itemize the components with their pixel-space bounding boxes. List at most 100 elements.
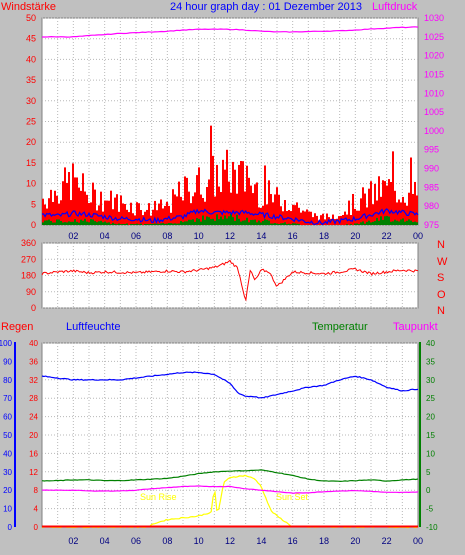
wind-bar <box>106 200 108 225</box>
regen-tick-label: 90 <box>3 357 12 366</box>
wind-min-bar <box>60 220 62 225</box>
taupunkt-series <box>42 485 419 494</box>
wind-min-bar <box>238 218 240 225</box>
wind-min-bar <box>258 220 260 225</box>
wind-min-bar <box>204 219 206 225</box>
wind-min-bar <box>76 221 78 225</box>
wind-min-bar <box>48 219 50 225</box>
wind-min-bar <box>218 219 220 225</box>
wind-bar <box>230 192 232 225</box>
regen-mm-tick-label: 40 <box>29 339 38 348</box>
wind-min-bar <box>404 221 406 225</box>
wind-avg-series <box>42 208 419 226</box>
wind-bar <box>228 181 230 225</box>
y-tick-label-right: 1030 <box>424 13 444 23</box>
wind-bar <box>152 209 154 225</box>
wind-min-bar <box>156 223 158 225</box>
wind-min-bar <box>350 224 352 225</box>
wind-bar <box>72 163 74 225</box>
wind-min-bar <box>396 220 398 225</box>
y-tick-label-right: 1005 <box>424 107 444 117</box>
x-tick-label: 00 <box>413 536 423 546</box>
wind-bar <box>326 213 328 225</box>
wind-min-bar <box>54 222 56 225</box>
wind-bar <box>190 203 192 225</box>
wind-bar <box>308 211 310 225</box>
wind-min-bar <box>148 224 150 225</box>
wind-min-bar <box>56 219 58 225</box>
temperatur-axis-bar <box>419 342 421 527</box>
wind-bar <box>294 205 296 225</box>
y-tick-label-right: 995 <box>424 145 439 155</box>
wind-min-bar <box>402 218 404 225</box>
regen-tick-label: 80 <box>3 376 12 385</box>
wind-bar <box>154 200 156 225</box>
wind-bar <box>264 165 266 225</box>
y-tick-label-right: 1010 <box>424 88 444 98</box>
wind-bar <box>64 167 66 225</box>
wind-bar <box>306 209 308 225</box>
y-tick-label-right: 980 <box>424 201 439 211</box>
wind-min-bar <box>100 220 102 225</box>
direction-grid <box>42 242 418 309</box>
wind-min-bar <box>172 223 174 225</box>
y-tick-label-left: 25 <box>26 117 36 127</box>
wind-min-bar <box>120 224 122 225</box>
wind-bar <box>362 187 364 225</box>
wind-min-bar <box>372 221 374 225</box>
wind-bar <box>206 187 208 225</box>
wind-min-bar <box>262 221 264 225</box>
wind-min-bar <box>130 224 132 225</box>
wind-min-bar <box>236 214 238 225</box>
y-tick-label: 90 <box>26 287 36 297</box>
wind-min-bar <box>62 222 64 225</box>
wind-min-bar <box>398 221 400 225</box>
wind-min-bar <box>400 219 402 225</box>
compass-label: S <box>437 272 444 284</box>
wind-min-bar <box>226 218 228 225</box>
wind-min-bar <box>192 219 194 225</box>
y-tick-label-right: 1020 <box>424 51 444 61</box>
wind-bar <box>226 149 228 225</box>
regen-mm-tick-label: 20 <box>29 431 38 440</box>
wind-min-bar <box>392 221 394 225</box>
wind-min-bar <box>250 219 252 225</box>
wind-min-bar <box>274 222 276 225</box>
wind-bar <box>144 211 146 225</box>
wind-bar <box>44 204 46 225</box>
x-tick-label: 16 <box>288 231 298 241</box>
wind-bar <box>158 203 160 225</box>
wind-bar <box>356 210 358 225</box>
wind-min-bar <box>254 219 256 225</box>
wind-bar <box>260 207 262 225</box>
windstaerke-label: Windstärke <box>1 1 56 13</box>
wind-bar <box>204 201 206 225</box>
compass-label: W <box>437 256 448 268</box>
wind-bar <box>162 208 164 225</box>
y-tick-label-left: 40 <box>26 54 36 64</box>
wind-min-bar <box>166 223 168 225</box>
wind-min-bar <box>390 221 392 225</box>
wind-bar <box>300 212 302 225</box>
wind-min-bar <box>234 220 236 225</box>
direction-series <box>41 259 419 302</box>
y-tick-label-right: 990 <box>424 164 439 174</box>
wind-bar <box>274 194 276 225</box>
wind-bar <box>304 211 306 225</box>
wind-bar <box>394 190 396 225</box>
wind-min-bar <box>70 221 72 225</box>
wind-min-bar <box>242 220 244 225</box>
wind-bar <box>170 212 172 225</box>
wind-min-bar <box>416 222 418 225</box>
x-tick-label: 22 <box>382 231 392 241</box>
x-tick-label: 12 <box>225 536 235 546</box>
wind-bar <box>268 180 270 225</box>
wind-bar <box>118 211 120 225</box>
wind-bar <box>94 189 96 225</box>
y-tick-label-right: 985 <box>424 182 439 192</box>
wind-min-bar <box>44 220 46 225</box>
wind-min-bar <box>162 223 164 225</box>
wind-bar <box>254 184 256 225</box>
regen-tick-label: 40 <box>3 449 12 458</box>
x-tick-label: 14 <box>256 536 266 546</box>
